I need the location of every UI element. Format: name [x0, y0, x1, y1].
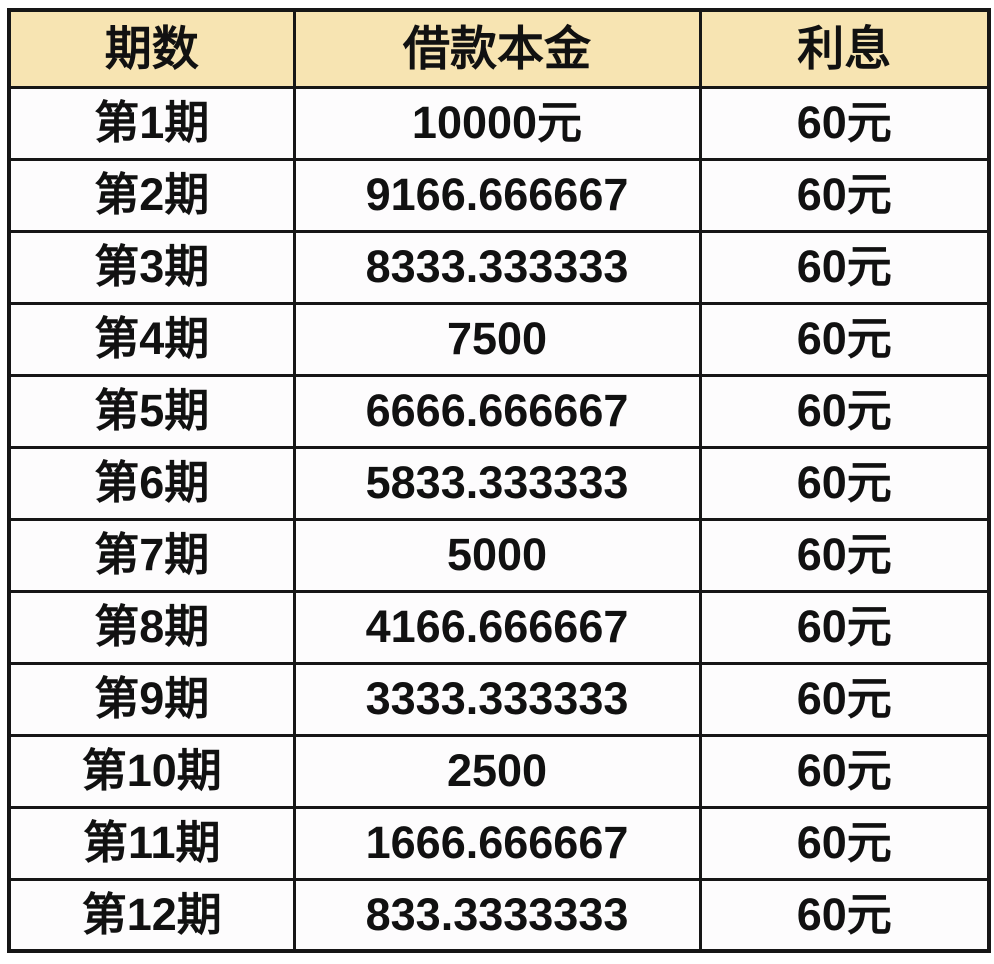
- interest-cell: 60元: [698, 301, 991, 377]
- period-cell: 第7期: [7, 517, 296, 593]
- interest-cell: 60元: [698, 517, 991, 593]
- table-row: 第1期 10000元 60元: [7, 85, 991, 161]
- period-cell: 第4期: [7, 301, 296, 377]
- interest-cell: 60元: [698, 877, 991, 953]
- principal-cell: 5833.333333: [292, 445, 702, 521]
- principal-cell: 5000: [292, 517, 702, 593]
- interest-cell: 60元: [698, 373, 991, 449]
- table-row: 第12期 833.3333333 60元: [7, 877, 991, 953]
- interest-cell: 60元: [698, 85, 991, 161]
- table-row: 第3期 8333.333333 60元: [7, 229, 991, 305]
- principal-cell: 9166.666667: [292, 157, 702, 233]
- period-cell: 第8期: [7, 589, 296, 665]
- period-cell: 第12期: [7, 877, 296, 953]
- period-cell: 第3期: [7, 229, 296, 305]
- table-row: 第6期 5833.333333 60元: [7, 445, 991, 521]
- table-row: 第2期 9166.666667 60元: [7, 157, 991, 233]
- table-row: 第9期 3333.333333 60元: [7, 661, 991, 737]
- header-interest: 利息: [698, 8, 991, 89]
- table-row: 第4期 7500 60元: [7, 301, 991, 377]
- principal-cell: 1666.666667: [292, 805, 702, 881]
- principal-cell: 3333.333333: [292, 661, 702, 737]
- principal-cell: 8333.333333: [292, 229, 702, 305]
- interest-cell: 60元: [698, 805, 991, 881]
- table-row: 第11期 1666.666667 60元: [7, 805, 991, 881]
- interest-cell: 60元: [698, 445, 991, 521]
- interest-cell: 60元: [698, 733, 991, 809]
- principal-cell: 2500: [292, 733, 702, 809]
- principal-cell: 833.3333333: [292, 877, 702, 953]
- table-row: 第8期 4166.666667 60元: [7, 589, 991, 665]
- principal-cell: 10000元: [292, 85, 702, 161]
- table-row: 第10期 2500 60元: [7, 733, 991, 809]
- period-cell: 第9期: [7, 661, 296, 737]
- principal-cell: 6666.666667: [292, 373, 702, 449]
- table-body: 第1期 10000元 60元 第2期 9166.666667 60元 第3期 8333.333…: [7, 85, 991, 953]
- period-cell: 第1期: [7, 85, 296, 161]
- interest-cell: 60元: [698, 157, 991, 233]
- loan-table-container: 期数 借款本金 利息 第1期 10000元 60元 第2期 9166.666667 60元…: [7, 8, 991, 953]
- period-cell: 第5期: [7, 373, 296, 449]
- principal-cell: 4166.666667: [292, 589, 702, 665]
- header-row: 期数 借款本金 利息: [7, 8, 991, 89]
- table-row: 第5期 6666.666667 60元: [7, 373, 991, 449]
- period-cell: 第2期: [7, 157, 296, 233]
- period-cell: 第6期: [7, 445, 296, 521]
- loan-amortization-table: 期数 借款本金 利息 第1期 10000元 60元 第2期 9166.666667 60元…: [7, 8, 991, 953]
- period-cell: 第11期: [7, 805, 296, 881]
- principal-cell: 7500: [292, 301, 702, 377]
- interest-cell: 60元: [698, 589, 991, 665]
- interest-cell: 60元: [698, 661, 991, 737]
- interest-cell: 60元: [698, 229, 991, 305]
- header-principal: 借款本金: [292, 8, 702, 89]
- header-period: 期数: [7, 8, 296, 89]
- table-row: 第7期 5000 60元: [7, 517, 991, 593]
- table-header: 期数 借款本金 利息: [7, 8, 991, 89]
- period-cell: 第10期: [7, 733, 296, 809]
